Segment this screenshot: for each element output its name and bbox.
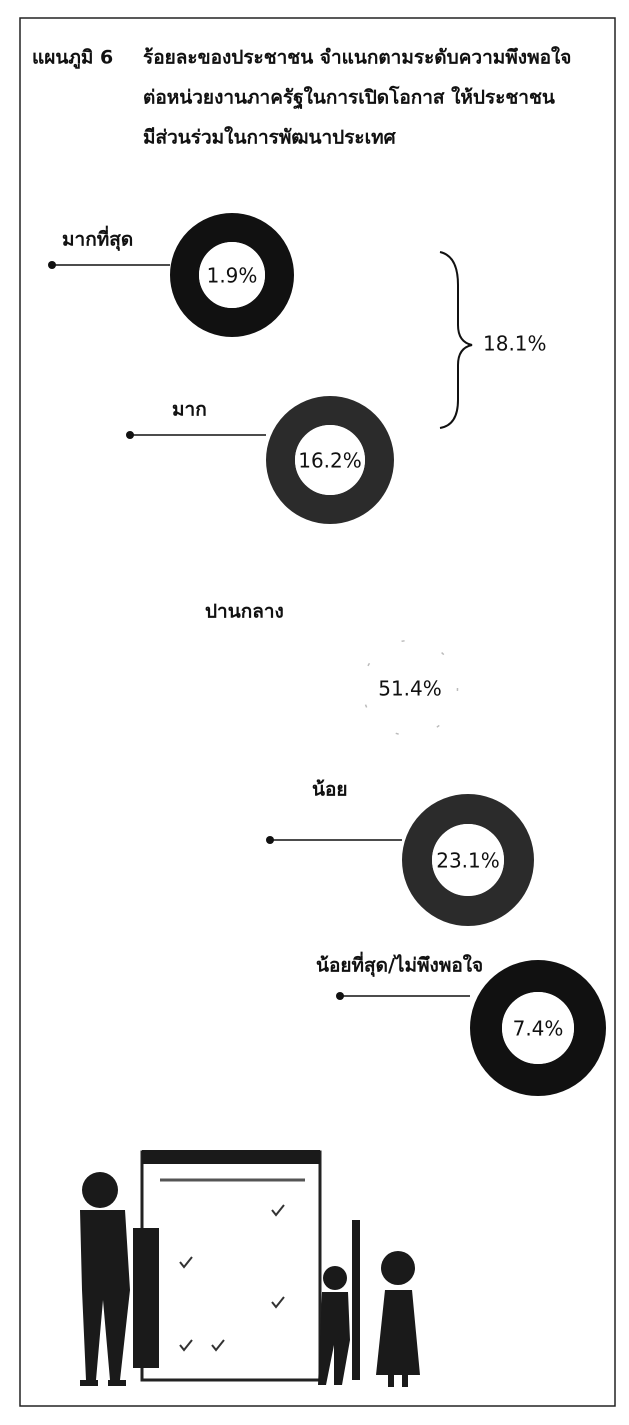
bracket-label: 18.1% bbox=[483, 332, 547, 356]
donut-hole bbox=[199, 242, 265, 308]
donut-hole bbox=[432, 824, 504, 896]
donut-hole bbox=[502, 992, 574, 1064]
donut-ring bbox=[470, 960, 606, 1096]
illustration bbox=[80, 1150, 420, 1387]
title-line: ร้อยละของประชาชน จำแนกตามระดับความพึงพอใ… bbox=[143, 46, 571, 69]
title-line: ต่อหน่วยงานภาครัฐในการเปิดโอกาส ให้ประชา… bbox=[143, 86, 555, 111]
donut-hole bbox=[295, 425, 365, 495]
value-label: 7.4% bbox=[513, 1017, 564, 1041]
value-label: 16.2% bbox=[298, 449, 362, 473]
category-label: ปานกลาง bbox=[205, 601, 284, 623]
title-line: มีส่วนร่วมในการพัฒนาประเทศ bbox=[143, 126, 397, 149]
donut-hole bbox=[370, 648, 450, 728]
title-number: แผนภูมิ 6 bbox=[32, 47, 113, 70]
category-label: มากที่สุด bbox=[62, 226, 133, 252]
donut-ring bbox=[402, 794, 534, 926]
category-label: น้อยที่สุด/ไม่พึงพอใจ bbox=[316, 952, 483, 978]
frame bbox=[19, 17, 616, 1407]
donut-ring bbox=[170, 213, 294, 337]
leader-dot bbox=[336, 992, 344, 1000]
value-label: 1.9% bbox=[207, 264, 258, 288]
leader-dot bbox=[48, 261, 56, 269]
leader-dot bbox=[126, 431, 134, 439]
value-label: 23.1% bbox=[436, 849, 500, 873]
category-label: มาก bbox=[172, 399, 207, 421]
category-label: น้อย bbox=[312, 779, 348, 801]
leader-dot bbox=[266, 836, 274, 844]
bracket bbox=[439, 251, 473, 429]
donut-ring bbox=[361, 639, 459, 737]
value-label: 51.4% bbox=[378, 677, 442, 701]
donut-ring bbox=[266, 396, 394, 524]
